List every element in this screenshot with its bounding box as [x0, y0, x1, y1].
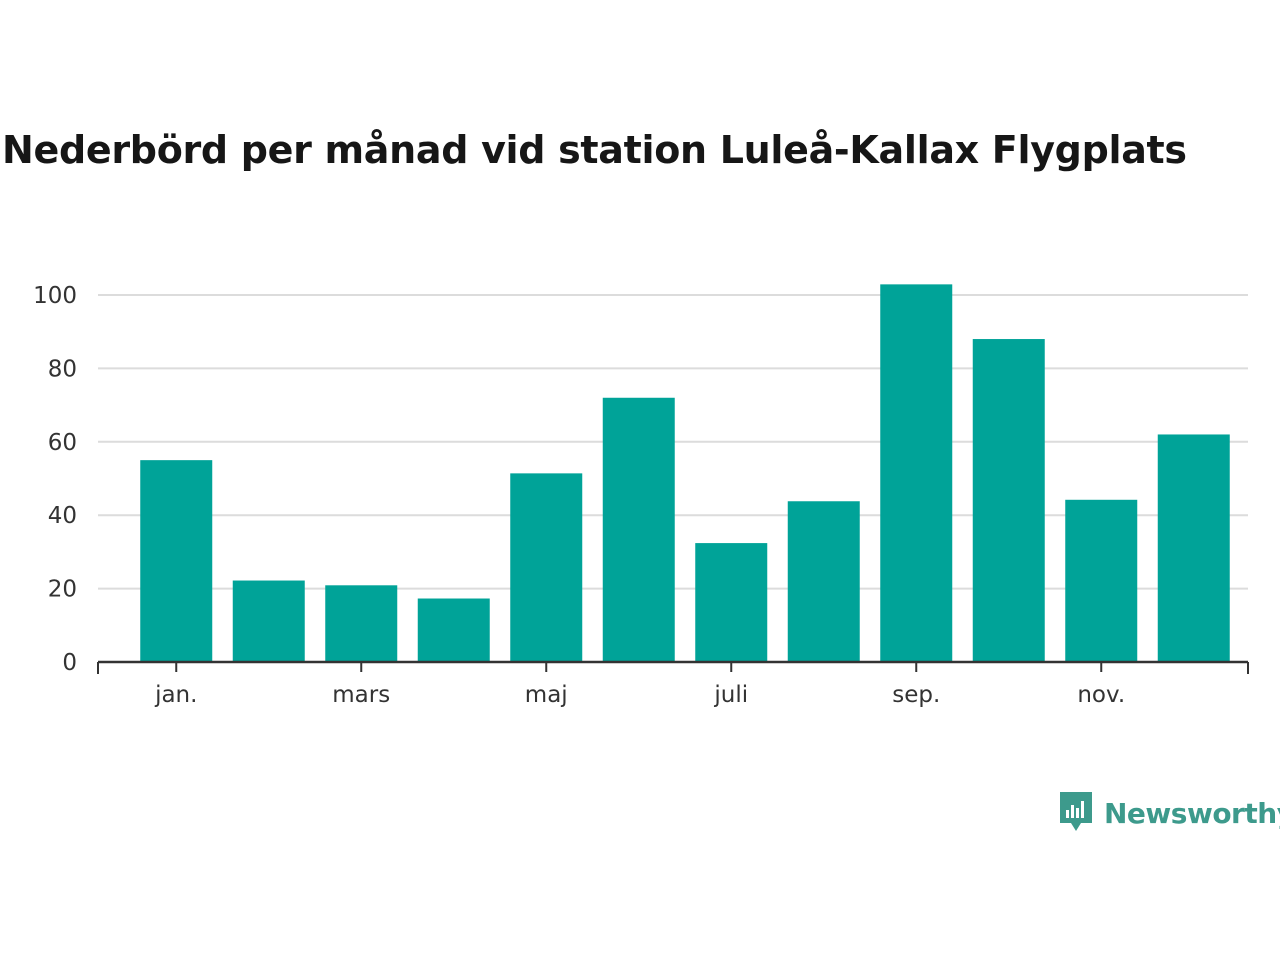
- x-tick-label-nov: nov.: [1077, 682, 1125, 708]
- chart-title: Nederbörd per månad vid station Luleå-Ka…: [2, 128, 1187, 172]
- x-tick-label-juli: juli: [713, 682, 748, 708]
- y-tick-label-20: 20: [48, 577, 77, 603]
- bars: [140, 284, 1230, 662]
- x-axis-labels: jan. mars maj juli sep. nov.: [154, 682, 1125, 708]
- bar-feb[interactable]: [232, 580, 305, 662]
- x-tick-label-jan: jan.: [154, 682, 197, 708]
- y-axis-labels: 0 20 40 60 80 100: [33, 283, 77, 676]
- bar-jan[interactable]: [140, 460, 213, 662]
- bar-okt[interactable]: [972, 339, 1045, 662]
- x-tick-label-maj: maj: [525, 682, 568, 708]
- newsworthy-logo[interactable]: Newsworthy: [1058, 790, 1280, 836]
- x-tick-label-mars: mars: [332, 682, 390, 708]
- bar-maj[interactable]: [510, 473, 583, 662]
- bar-juni[interactable]: [602, 397, 675, 662]
- newsworthy-logo-text: Newsworthy: [1104, 796, 1280, 830]
- y-tick-label-80: 80: [48, 356, 77, 382]
- bar-juli[interactable]: [695, 543, 768, 662]
- bar-mars[interactable]: [325, 585, 398, 662]
- bar-dec[interactable]: [1157, 434, 1230, 662]
- x-tick-label-sep: sep.: [892, 682, 940, 708]
- y-tick-label-40: 40: [48, 503, 77, 529]
- newsworthy-logo-icon: [1060, 792, 1092, 831]
- bar-apr[interactable]: [417, 598, 490, 662]
- bar-aug[interactable]: [787, 501, 860, 662]
- x-axis: [97, 660, 1249, 674]
- bar-nov[interactable]: [1065, 499, 1138, 662]
- y-tick-label-100: 100: [33, 283, 77, 309]
- y-tick-label-0: 0: [62, 650, 77, 676]
- y-tick-label-60: 60: [48, 430, 77, 456]
- bar-sep[interactable]: [880, 284, 953, 662]
